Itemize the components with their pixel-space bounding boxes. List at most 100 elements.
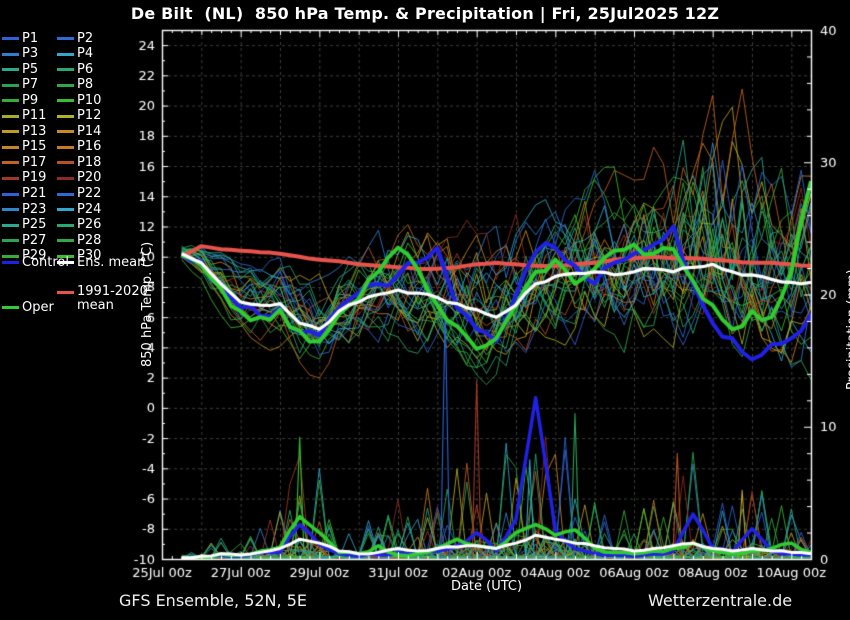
legend-swatch: [2, 239, 19, 243]
legend-label: Ens. mean: [77, 254, 146, 270]
chart-title: De Bilt (NL) 850 hPa Temp. & Precipitati…: [130, 4, 720, 23]
legend-label: P26: [77, 217, 102, 233]
legend-swatch: [2, 254, 19, 258]
legend-label: P20: [77, 170, 102, 186]
legend-label: 1991-2020 mean: [77, 284, 148, 313]
legend-swatch: [57, 291, 74, 294]
legend-item-p2: P2: [57, 31, 93, 46]
legend-item-ens-mean: Ens. mean: [57, 255, 145, 270]
legend-swatch: [57, 145, 74, 149]
legend-item-p9: P9: [2, 93, 38, 108]
footer-model-info: GFS Ensemble, 52N, 5E: [119, 591, 307, 610]
legend-label: P21: [22, 186, 47, 201]
x-axis-title: Date (UTC): [450, 579, 523, 594]
legend-item-p16: P16: [57, 140, 101, 155]
legend-label: P12: [77, 108, 102, 124]
legend-swatch: [57, 130, 74, 134]
legend-item-p29: P29: [2, 249, 46, 264]
legend-item-p20: P20: [57, 171, 101, 186]
legend-swatch: [57, 176, 74, 180]
legend-swatch: [2, 99, 19, 103]
legend-swatch: [2, 130, 19, 134]
legend-label: P13: [22, 123, 47, 139]
legend-label: P14: [77, 123, 102, 139]
footer-site-credit: Wetterzentrale.de: [648, 591, 793, 610]
legend-item-p15: P15: [2, 140, 46, 155]
legend-item-p18: P18: [57, 155, 101, 170]
legend-swatch: [2, 37, 19, 40]
legend-item-p21: P21: [2, 187, 46, 202]
legend-label: P17: [22, 154, 47, 170]
legend-label: P8: [77, 77, 94, 93]
legend-item-p19: P19: [2, 171, 46, 186]
legend-label: P9: [22, 92, 39, 108]
legend-label: P1: [22, 30, 39, 46]
legend-item-p5: P5: [2, 62, 38, 77]
legend-swatch: [2, 83, 19, 87]
legend: P1 P2 P3 P4 P5 P6 P7 P8 P9 P10 P11 P12 P13 P14 P15 P16 P…: [0, 30, 160, 330]
legend-label: P5: [22, 61, 39, 77]
legend-item-oper: Oper: [2, 300, 54, 315]
legend-label: P19: [22, 170, 47, 186]
legend-item-p13: P13: [2, 124, 46, 139]
legend-label: Oper: [22, 299, 54, 315]
legend-item-p22: P22: [57, 187, 101, 202]
legend-swatch: [2, 223, 19, 227]
legend-swatch: [2, 192, 19, 196]
legend-swatch: [2, 114, 19, 118]
legend-swatch: [57, 261, 74, 264]
legend-item-p4: P4: [57, 47, 93, 62]
legend-label: P10: [77, 92, 102, 108]
legend-swatch: [57, 223, 74, 227]
right-axis-title: Precipitation (mm): [845, 269, 850, 390]
legend-label: P7: [22, 77, 39, 93]
legend-swatch: [57, 114, 74, 118]
legend-label: P28: [77, 232, 102, 248]
legend-swatch: [2, 176, 19, 180]
legend-item-p24: P24: [57, 202, 101, 217]
legend-item-p3: P3: [2, 47, 38, 62]
legend-label: P11: [22, 108, 47, 124]
legend-item-p14: P14: [57, 124, 101, 139]
legend-label: P23: [22, 201, 47, 217]
legend-label: P27: [22, 232, 47, 248]
legend-label: P18: [77, 154, 102, 170]
legend-label: Control: [22, 254, 69, 270]
legend-label: P29: [22, 248, 47, 264]
legend-label: P2: [77, 30, 94, 46]
legend-item-p27: P27: [2, 233, 46, 248]
legend-label: P22: [77, 186, 102, 201]
legend-swatch: [57, 83, 74, 87]
legend-item-p26: P26: [57, 218, 101, 233]
legend-swatch: [57, 208, 74, 212]
legend-item-p6: P6: [57, 62, 93, 77]
legend-swatch: [2, 145, 19, 149]
legend-item-p10: P10: [57, 93, 101, 108]
legend-swatch: [57, 99, 74, 103]
legend-item-p17: P17: [2, 155, 46, 170]
legend-label: P4: [77, 46, 94, 62]
legend-label: P3: [22, 46, 39, 62]
legend-label: P16: [77, 139, 102, 155]
legend-item-1991-2020-mean: 1991-2020 mean: [57, 285, 157, 315]
legend-label: P24: [77, 201, 102, 217]
legend-swatch: [2, 161, 19, 165]
legend-swatch: [57, 254, 74, 258]
legend-label: P25: [22, 217, 47, 233]
legend-swatch: [2, 261, 19, 264]
legend-swatch: [57, 161, 74, 165]
legend-label: P15: [22, 139, 47, 155]
legend-swatch: [2, 52, 19, 56]
legend-swatch: [57, 239, 74, 243]
legend-swatch: [2, 306, 19, 309]
legend-item-p28: P28: [57, 233, 101, 248]
legend-item-p1: P1: [2, 31, 38, 46]
legend-swatch: [57, 37, 74, 40]
legend-label: P6: [77, 61, 94, 77]
legend-swatch: [2, 208, 19, 212]
legend-item-control: Control: [2, 255, 69, 270]
legend-item-p30: P30: [57, 249, 101, 264]
left-axis-title: 850 hPa Temp. (°C): [140, 241, 155, 367]
